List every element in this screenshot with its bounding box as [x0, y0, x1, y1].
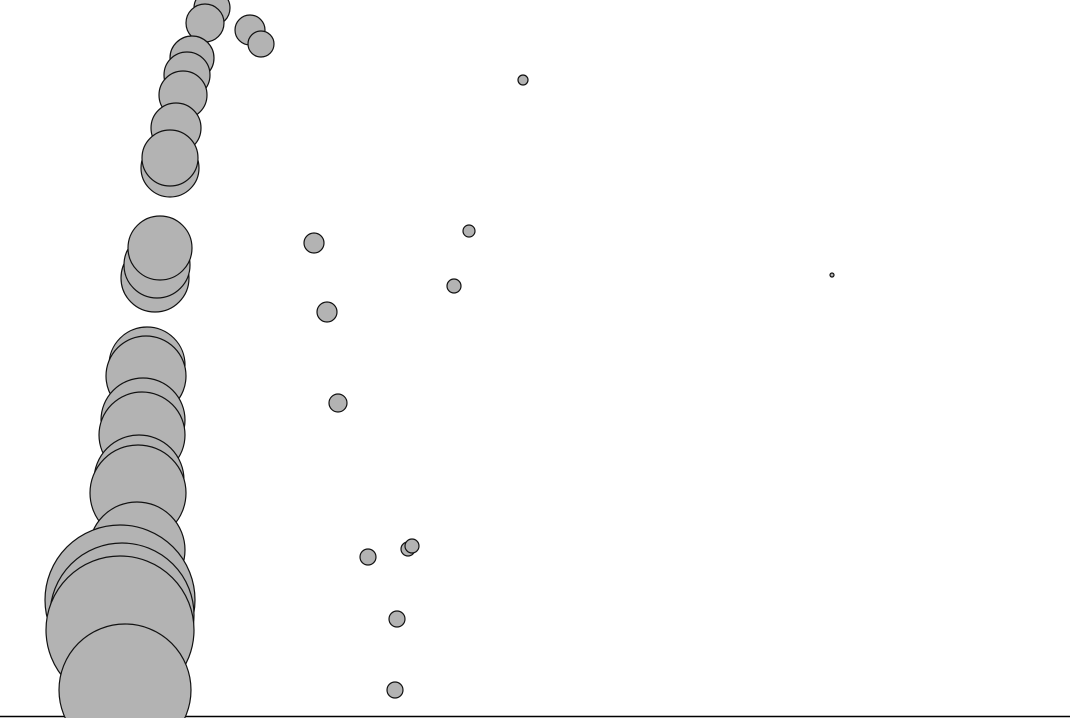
bubble — [517, 74, 529, 86]
bubble — [829, 272, 835, 278]
bubble — [328, 393, 348, 413]
bubble — [303, 232, 325, 254]
bubble — [127, 215, 193, 281]
bubble — [141, 129, 199, 187]
bubble — [386, 681, 404, 699]
bubble — [316, 301, 338, 323]
bubble — [58, 623, 192, 718]
bubble — [462, 224, 476, 238]
bubble — [247, 30, 275, 58]
bubble — [404, 538, 420, 554]
bubble — [388, 610, 406, 628]
bubble — [446, 278, 462, 294]
bubble — [359, 548, 377, 566]
